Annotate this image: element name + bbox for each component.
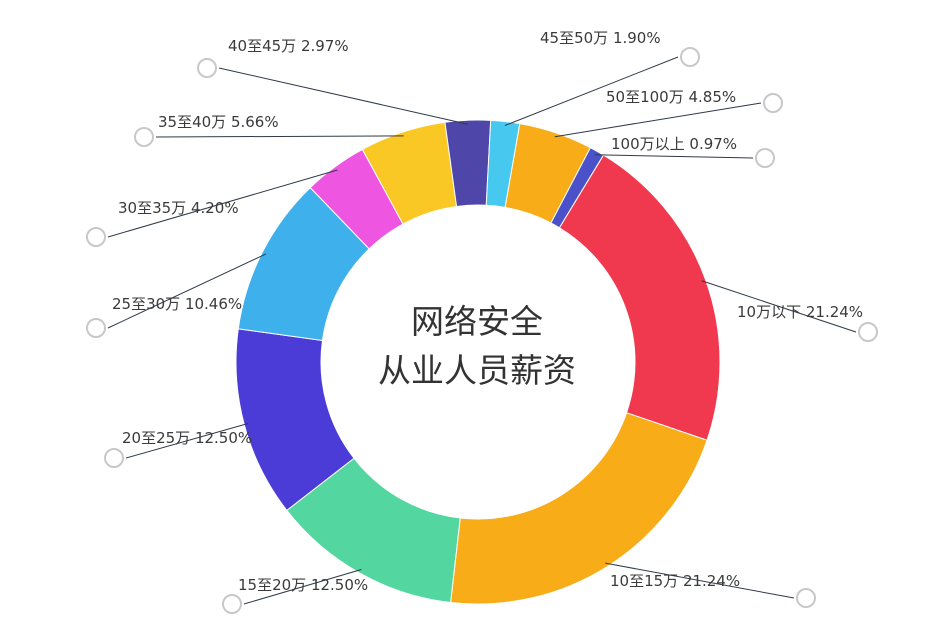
slice-label-6: 30至35万 4.20%: [118, 199, 239, 217]
leader-line-1: [701, 280, 857, 333]
center-title-line-2: 从业人员薪资: [378, 351, 576, 390]
leader-line-2: [605, 562, 795, 599]
leader-line-4: [125, 422, 249, 459]
leader-line-9: [504, 56, 679, 126]
leader-dot-11: [755, 148, 775, 168]
leader-line-3: [243, 568, 362, 605]
leader-dot-2: [796, 588, 816, 608]
slice-label-9: 45至50万 1.90%: [540, 29, 661, 47]
leader-dot-10: [763, 93, 783, 113]
leader-dot-9: [680, 47, 700, 67]
slice-label-8: 40至45万 2.97%: [228, 37, 349, 55]
leader-line-7: [155, 135, 404, 138]
leader-line-8: [218, 67, 469, 125]
slice-label-5: 25至30万 10.46%: [112, 295, 242, 313]
slice-label-3: 15至20万 12.50%: [238, 576, 368, 594]
leader-line-6: [107, 169, 338, 238]
leader-line-11: [595, 154, 754, 159]
center-title-line-1: 网络安全: [411, 302, 543, 341]
leader-dot-3: [222, 594, 242, 614]
slice-label-2: 10至15万 21.24%: [610, 572, 740, 590]
leader-dot-4: [104, 448, 124, 468]
leader-dot-6: [86, 227, 106, 247]
slice-label-11: 100万以上 0.97%: [611, 135, 737, 153]
center-title: 网络安全 从业人员薪资: [378, 302, 576, 390]
donut-slices: [235, 119, 721, 605]
slice-label-1: 10万以下 21.24%: [737, 303, 863, 321]
leader-line-5: [107, 253, 267, 329]
leader-dot-7: [134, 127, 154, 147]
slice-label-7: 35至40万 5.66%: [158, 113, 279, 131]
leader-dot-8: [197, 58, 217, 78]
slice-label-4: 20至25万 12.50%: [122, 429, 252, 447]
leader-dot-5: [86, 318, 106, 338]
leader-line-10: [554, 102, 762, 138]
slice-label-10: 50至100万 4.85%: [606, 88, 736, 106]
leader-lines: [86, 47, 878, 614]
leader-dot-1: [858, 322, 878, 342]
slice-2: [450, 412, 708, 605]
slice-11: [550, 147, 605, 229]
slice-labels: 10万以下 21.24% 10至15万 21.24% 15至20万 12.50% 20…: [112, 29, 863, 594]
slice-1: [558, 154, 721, 441]
